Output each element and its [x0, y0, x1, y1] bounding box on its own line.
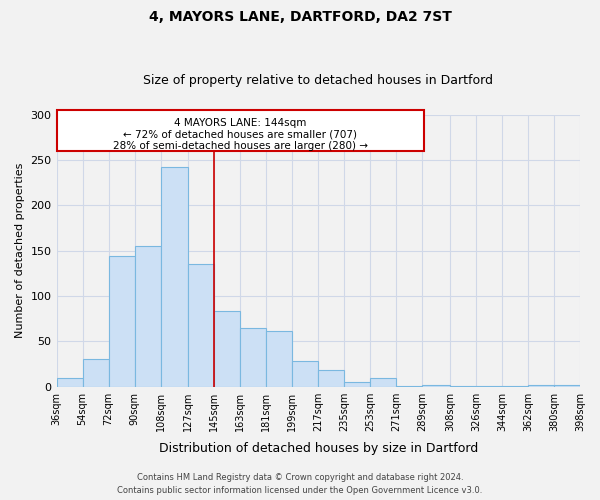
Text: Contains HM Land Registry data © Crown copyright and database right 2024.
Contai: Contains HM Land Registry data © Crown c… — [118, 474, 482, 495]
Bar — [370, 378, 397, 386]
Bar — [83, 360, 109, 386]
Text: ← 72% of detached houses are smaller (707): ← 72% of detached houses are smaller (70… — [123, 130, 357, 140]
Bar — [266, 332, 292, 386]
Y-axis label: Number of detached properties: Number of detached properties — [15, 163, 25, 338]
X-axis label: Distribution of detached houses by size in Dartford: Distribution of detached houses by size … — [158, 442, 478, 455]
Bar — [56, 378, 83, 386]
Bar — [554, 385, 580, 386]
Bar — [56, 110, 424, 151]
Bar — [134, 246, 161, 386]
Bar — [292, 362, 318, 386]
Text: 28% of semi-detached houses are larger (280) →: 28% of semi-detached houses are larger (… — [113, 141, 368, 151]
Text: 4, MAYORS LANE, DARTFORD, DA2 7ST: 4, MAYORS LANE, DARTFORD, DA2 7ST — [149, 10, 451, 24]
Bar — [318, 370, 344, 386]
Bar — [214, 312, 240, 386]
Bar — [422, 385, 450, 386]
Text: 4 MAYORS LANE: 144sqm: 4 MAYORS LANE: 144sqm — [174, 118, 307, 128]
Bar — [344, 382, 370, 386]
Title: Size of property relative to detached houses in Dartford: Size of property relative to detached ho… — [143, 74, 493, 87]
Bar — [528, 385, 554, 386]
Bar — [240, 328, 266, 386]
Bar — [109, 256, 134, 386]
Bar — [188, 264, 214, 386]
Bar — [161, 167, 188, 386]
